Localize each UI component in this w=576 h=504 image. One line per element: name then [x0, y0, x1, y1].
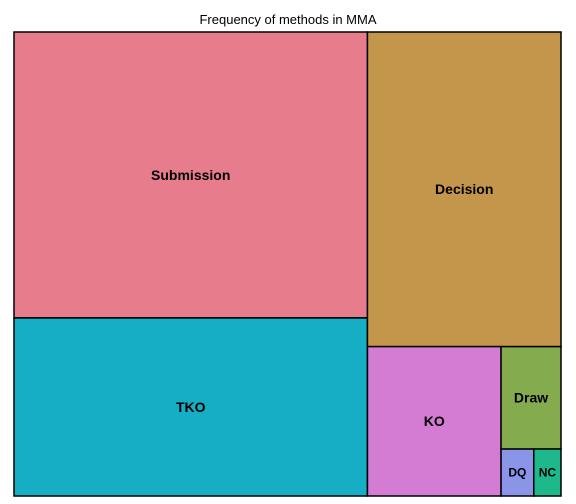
tile-tko	[13, 317, 369, 497]
tile-label-draw: Draw	[514, 390, 548, 406]
tile-ko	[366, 345, 502, 497]
treemap-tiles: Submission TKO Decision KO Draw DQ NC	[13, 31, 562, 497]
tile-submission	[13, 31, 369, 319]
tile-label-ko: KO	[424, 413, 445, 429]
chart-title: Frequency of methods in MMA	[199, 12, 376, 27]
tile-nc	[533, 448, 562, 497]
tile-label-tko: TKO	[176, 399, 206, 415]
tile-label-submission: Submission	[151, 167, 230, 183]
tile-label-decision: Decision	[435, 181, 493, 197]
tile-dq	[500, 448, 535, 497]
tile-label-dq: DQ	[508, 466, 526, 480]
tile-label-nc: NC	[539, 466, 557, 480]
tile-decision	[366, 31, 562, 348]
